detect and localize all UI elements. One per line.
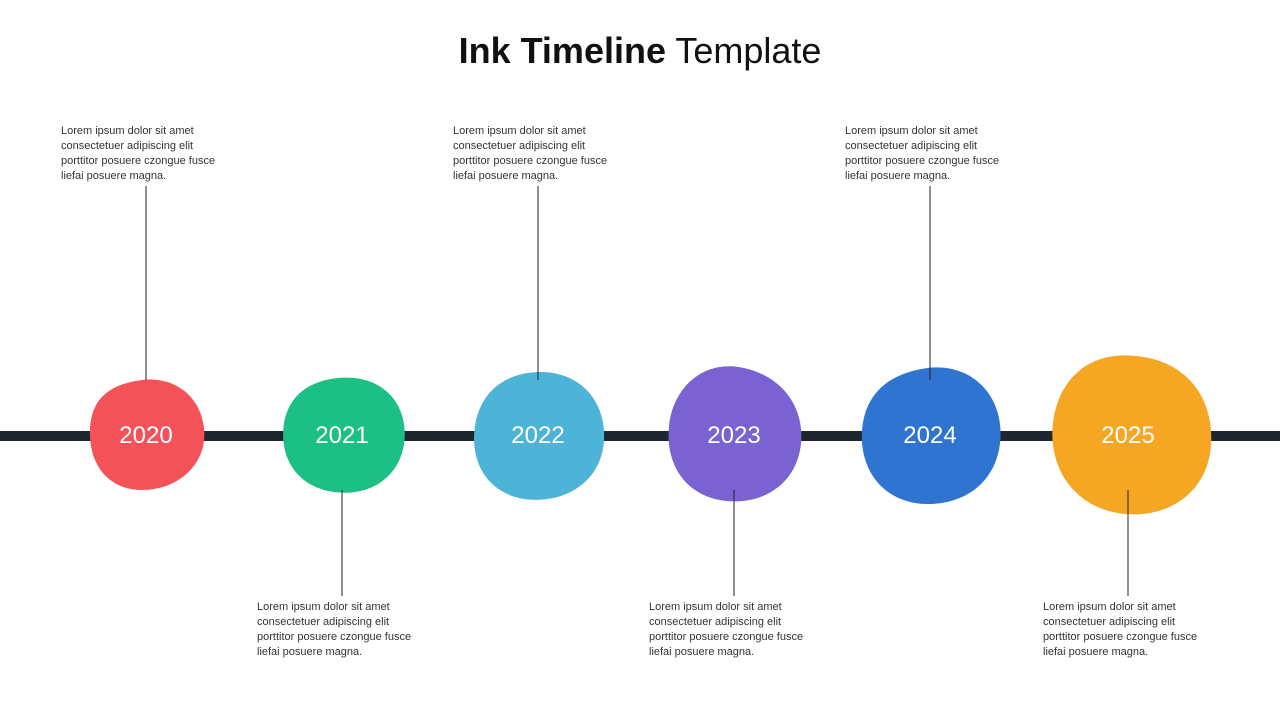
year-label-2020: 2020 <box>119 422 172 450</box>
year-label-2024: 2024 <box>903 422 956 450</box>
year-label-2021: 2021 <box>315 422 368 450</box>
description-2022: Lorem ipsum dolor sit amet consectetuer … <box>453 124 623 183</box>
description-2020: Lorem ipsum dolor sit amet consectetuer … <box>61 124 231 183</box>
slide-title: Ink Timeline Template <box>0 30 1280 72</box>
title-bold: Ink Timeline <box>459 30 666 71</box>
year-label-2025: 2025 <box>1101 422 1154 450</box>
connector-2024 <box>930 186 931 380</box>
year-label-2022: 2022 <box>511 422 564 450</box>
connector-2022 <box>538 186 539 380</box>
connector-2023 <box>734 490 735 596</box>
connector-2021 <box>342 490 343 596</box>
title-light: Template <box>666 30 821 71</box>
description-2021: Lorem ipsum dolor sit amet consectetuer … <box>257 600 427 659</box>
year-label-2023: 2023 <box>707 422 760 450</box>
description-2024: Lorem ipsum dolor sit amet consectetuer … <box>845 124 1015 183</box>
description-2023: Lorem ipsum dolor sit amet consectetuer … <box>649 600 819 659</box>
description-2025: Lorem ipsum dolor sit amet consectetuer … <box>1043 600 1213 659</box>
connector-2020 <box>146 186 147 380</box>
connector-2025 <box>1128 490 1129 596</box>
